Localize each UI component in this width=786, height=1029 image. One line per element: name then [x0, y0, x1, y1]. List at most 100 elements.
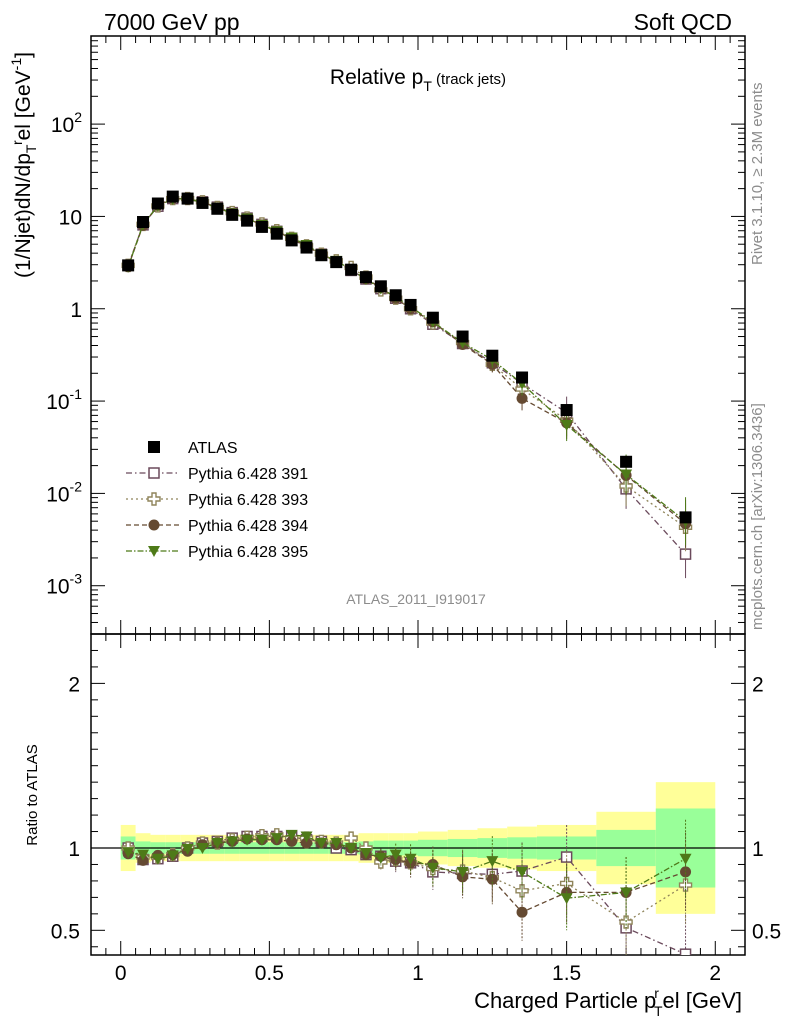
ratio-tick-label-right: 0.5	[752, 920, 781, 943]
x-axis-label-main: Charged Particle p	[474, 988, 656, 1013]
legend-label: Pythia 6.428 395	[188, 544, 308, 561]
ratio-tick-label-left: 1	[68, 838, 80, 861]
data-point	[404, 298, 417, 311]
ratio-point	[619, 915, 633, 929]
ratio-tick-label-left: 0.5	[51, 920, 80, 943]
ratio-point	[330, 838, 343, 850]
data-point	[226, 208, 239, 221]
ratio-point	[516, 906, 528, 918]
y-tick-label: 102	[51, 109, 82, 137]
ratio-point	[456, 866, 469, 878]
legend-marker	[148, 441, 160, 453]
ratio-point	[516, 866, 529, 878]
x-tick-label: 2	[709, 962, 721, 985]
legend-marker	[148, 546, 160, 557]
ratio-tick-label-right: 2	[752, 673, 764, 696]
analysis-watermark: ATLAS_2011_I919017	[346, 591, 486, 607]
data-point	[679, 511, 692, 524]
series-atlas-main	[122, 190, 692, 524]
y-tick-exponent: -3	[70, 571, 83, 587]
legend-entry: ATLAS	[148, 440, 238, 457]
data-point	[211, 202, 224, 215]
ratio-point	[486, 856, 499, 868]
data-point	[486, 349, 499, 362]
ratio-point	[679, 853, 692, 865]
ratio-point	[426, 862, 439, 874]
y-tick-base: 10	[59, 206, 82, 229]
y-axis-label: (1/Njet)dN/dpTrel [GeV-1]	[8, 52, 39, 278]
ratio-point	[166, 850, 179, 862]
ratio-point	[359, 847, 372, 859]
header-left: 7000 GeV pp	[104, 9, 240, 35]
x-axis-label: Charged Particle pr Tel [GeV]	[474, 985, 742, 1019]
plot-title-suffix: (track jets)	[432, 71, 506, 88]
x-tick-label: 0	[115, 962, 127, 985]
mcplots-reference-label: mcplots.cern.ch [arXiv:1306.3436]	[749, 403, 766, 630]
x-tick-label: 1.5	[552, 962, 581, 985]
y-tick-exponent: 2	[74, 109, 82, 125]
y-tick-base: 10	[46, 576, 69, 599]
ratio-point	[241, 834, 254, 846]
data-point	[359, 271, 372, 284]
data-point	[389, 289, 402, 302]
series-pythia-6-428-395-ratio	[122, 819, 692, 931]
data-point	[620, 455, 633, 468]
ratio-point	[151, 853, 164, 865]
data-point	[516, 392, 528, 404]
legend-label: Pythia 6.428 394	[188, 518, 308, 535]
ratio-point	[301, 837, 313, 849]
x-tick-label: 1	[412, 962, 424, 985]
data-point	[166, 190, 179, 203]
ratio-point	[286, 835, 298, 847]
ratio-point	[560, 893, 573, 905]
y-tick-base: 10	[46, 483, 69, 506]
legend-entry: Pythia 6.428 395	[126, 544, 308, 561]
plot-title-main: Relative p	[330, 66, 423, 89]
legend-label: Pythia 6.428 393	[188, 492, 308, 509]
x-axis-label-sup: r	[654, 985, 659, 1001]
header-right: Soft QCD	[634, 9, 732, 35]
legend-label: Pythia 6.428 391	[188, 466, 308, 483]
y-tick-label: 10	[59, 206, 82, 229]
legend-label: ATLAS	[188, 440, 238, 457]
ratio-panel	[90, 633, 746, 956]
plot-title-sub: T	[423, 78, 432, 94]
ratio-point	[315, 838, 328, 850]
data-point	[560, 420, 573, 432]
data-point	[516, 371, 529, 384]
legend-entry: Pythia 6.428 393	[126, 492, 308, 509]
data-point	[374, 280, 387, 293]
y-tick-label: 10-1	[46, 386, 82, 414]
ratio-point	[255, 834, 268, 846]
x-ticks: 0 0.5 1 1.5 2	[105, 36, 746, 985]
y-axis-label-unit-sup: -1	[8, 58, 24, 71]
legend: ATLAS Pythia 6.428 391 Pythia 6.428 393 Pyt…	[126, 440, 308, 561]
y-axis-label-close: ]	[12, 52, 35, 58]
ratio-point	[226, 836, 239, 848]
ratio-point	[680, 866, 692, 878]
data-point	[345, 263, 358, 276]
data-point	[300, 241, 313, 254]
y-axis-label-main: (1/Njet)dN/dp	[12, 153, 35, 278]
ratio-tick-label-left: 2	[68, 673, 80, 696]
ratio-point	[345, 843, 358, 854]
x-axis-label-sub: T	[654, 1003, 663, 1019]
y-tick-base: 10	[46, 391, 69, 414]
legend-entry: Pythia 6.428 391	[126, 466, 308, 483]
data-point	[620, 469, 633, 481]
ratio-frame-box	[90, 633, 746, 956]
y-tick-base: 1	[70, 299, 82, 322]
data-point	[560, 404, 573, 417]
y-axis-label-suffix: el [GeV	[12, 70, 35, 140]
data-point	[122, 259, 135, 272]
ratio-point	[122, 847, 135, 859]
ratio-point	[211, 838, 224, 850]
ratio-point	[374, 852, 387, 864]
data-point	[330, 256, 343, 269]
ratio-point	[620, 887, 633, 899]
y-tick-exponent: -2	[70, 478, 83, 494]
y-axis-label-sub: T	[23, 144, 39, 153]
